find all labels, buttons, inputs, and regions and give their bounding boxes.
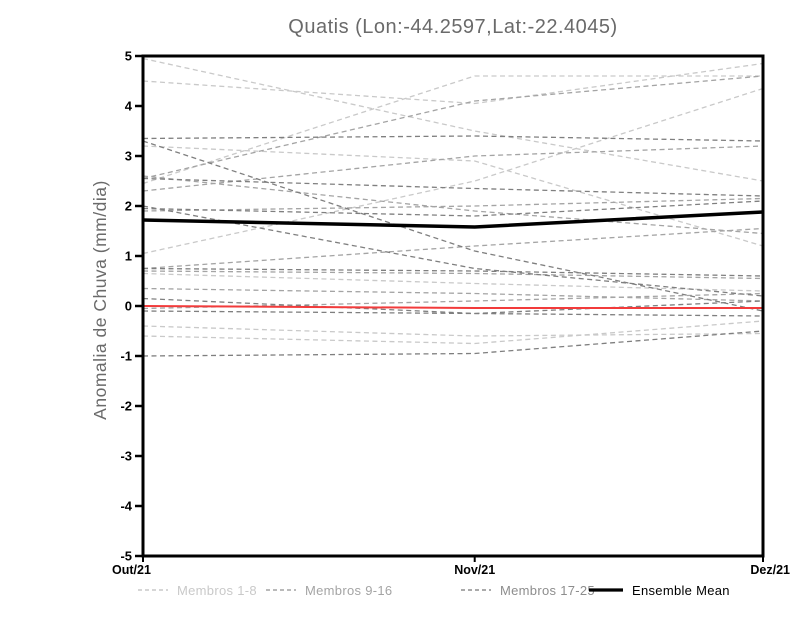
svg-text:-3: -3 xyxy=(120,449,132,464)
legend-item-ensemble-mean: Ensemble Mean xyxy=(588,582,730,598)
chart-legend: Membros 1-8 Membros 9-16 Membros 17-25 E… xyxy=(0,582,800,604)
dashed-line-sample-icon xyxy=(266,589,296,591)
svg-text:3: 3 xyxy=(125,149,132,164)
dashed-line-sample-icon xyxy=(138,589,168,591)
svg-text:4: 4 xyxy=(125,99,133,114)
legend-item-membros-9-16: Membros 9-16 xyxy=(265,582,392,598)
svg-text:5: 5 xyxy=(125,49,132,64)
svg-text:Nov/21: Nov/21 xyxy=(454,563,495,577)
svg-text:-4: -4 xyxy=(120,499,132,514)
dashed-line-sample-icon xyxy=(461,589,491,591)
svg-text:2: 2 xyxy=(125,199,132,214)
svg-text:1: 1 xyxy=(125,249,132,264)
svg-text:0: 0 xyxy=(125,299,132,314)
legend-item-membros-1-8: Membros 1-8 xyxy=(137,582,257,598)
solid-line-sample-icon xyxy=(589,588,623,592)
svg-text:Out/21: Out/21 xyxy=(112,563,151,577)
svg-text:-5: -5 xyxy=(120,549,132,564)
legend-label: Membros 9-16 xyxy=(305,582,393,598)
svg-text:-1: -1 xyxy=(120,349,132,364)
y-axis-label: Anomalia de Chuva (mm/dia) xyxy=(90,180,110,420)
legend-label: Membros 1-8 xyxy=(177,582,257,598)
legend-label: Ensemble Mean xyxy=(632,582,730,598)
legend-item-membros-17-25: Membros 17-25 xyxy=(460,582,595,598)
plot-generated-content: -5 -4 -3 -2 -1 0 1 2 3 4 5 Out/21 Nov/21 Dez/21 xyxy=(112,49,790,578)
svg-text:-2: -2 xyxy=(120,399,132,414)
chart-title: Quatis (Lon:-44.2597,Lat:-22.4045) xyxy=(288,16,618,38)
legend-label: Membros 17-25 xyxy=(500,582,595,598)
svg-text:Dez/21: Dez/21 xyxy=(750,563,790,577)
